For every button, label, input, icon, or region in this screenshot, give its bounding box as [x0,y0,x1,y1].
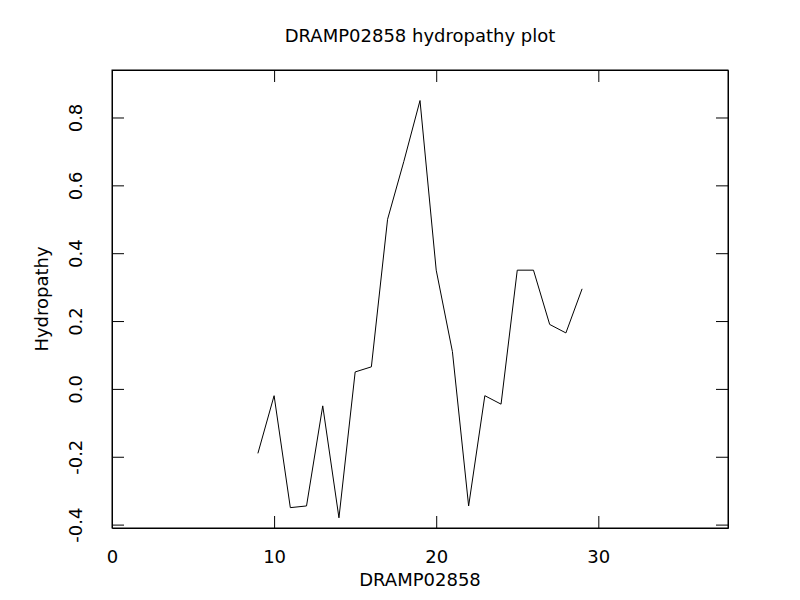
plot: 0 10 20 30 -0.4 -0.2 0.0 0.2 0.4 0.6 0.8 [65,70,729,567]
y-axis-title: Hydropathy [31,246,52,352]
tick-mark [112,253,124,254]
tick: 30 [587,516,610,567]
tick-mark [716,321,728,322]
tick-mark [716,389,728,390]
chart: 0 10 20 30 -0.4 -0.2 0.0 0.2 0.4 0.6 0.8 DRAMP02858… [0,0,800,600]
tick [716,253,728,254]
tick-mark [112,117,124,118]
x-axis-title: DRAMP02858 [359,569,481,590]
tick [274,70,275,82]
tick-mark [598,516,599,528]
tick-mark [716,185,728,186]
tick-label: 0 [107,546,118,567]
tick-mark [112,185,124,186]
tick-mark [112,389,124,390]
tick: -0.2 [65,440,124,475]
tick [598,70,599,82]
tick: 0.0 [65,375,124,404]
tick [436,70,437,82]
tick-mark [112,321,124,322]
tick-mark [716,253,728,254]
tick-mark [716,525,728,526]
tick-mark [436,516,437,528]
y-axis-right [716,71,729,529]
tick [716,117,728,118]
tick: 20 [425,516,448,567]
x-axis: 0 10 20 30 [107,516,729,567]
tick-mark [598,70,599,82]
plot-frame [112,70,728,528]
tick [716,457,728,458]
tick-label: -0.2 [65,440,86,475]
data-line [258,101,582,518]
tick: 0.8 [65,104,124,133]
tick-label: 0.0 [65,375,86,404]
tick: 10 [263,516,286,567]
tick-mark [716,117,728,118]
tick-mark [436,70,437,82]
tick-mark [112,457,124,458]
tick-label: -0.4 [65,508,86,543]
tick [716,185,728,186]
y-axis: -0.4 -0.2 0.0 0.2 0.4 0.6 0.8 [65,71,124,543]
tick-mark [716,457,728,458]
tick: 0.4 [65,239,124,268]
tick-label: 0.6 [65,172,86,201]
tick-mark [274,516,275,528]
tick-mark [112,525,124,526]
tick: 0.2 [65,307,124,336]
tick-label: 0.4 [65,239,86,268]
series [258,101,582,518]
tick: 0.6 [65,172,124,201]
tick-label: 0.2 [65,307,86,336]
tick-label: 10 [263,546,286,567]
tick-label: 0.8 [65,104,86,133]
tick-label: 30 [587,546,610,567]
tick [716,525,728,526]
x-axis-top [113,70,729,82]
tick [716,321,728,322]
tick-label: 20 [425,546,448,567]
tick [716,389,728,390]
title: DRAMP02858 hydropathy plot [285,25,556,46]
tick-mark [274,70,275,82]
tick: -0.4 [65,508,124,543]
